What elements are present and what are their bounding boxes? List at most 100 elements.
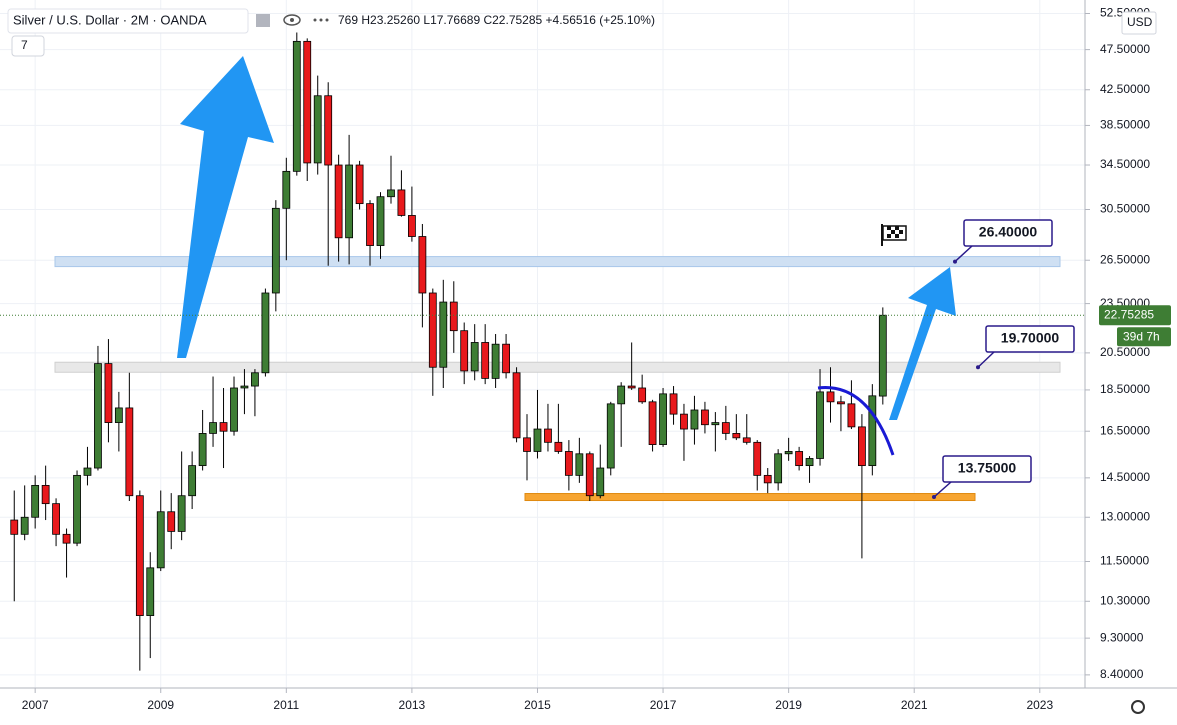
currency-box[interactable] <box>1121 11 1157 35</box>
candle-body <box>83 467 92 476</box>
callout-label: 19.70000 <box>1001 330 1060 346</box>
callout-label: 26.40000 <box>979 224 1038 240</box>
candle-body <box>20 516 29 535</box>
candle-body <box>387 189 395 198</box>
candle-body <box>156 511 165 569</box>
y-tick-label: 18.50000 <box>1100 382 1150 396</box>
callout-anchor <box>976 365 980 370</box>
candle-body <box>334 164 343 239</box>
candle-body <box>104 363 113 423</box>
candle-body <box>230 387 238 432</box>
candle-body <box>837 401 845 405</box>
candles <box>10 32 887 671</box>
up-arrow <box>889 267 956 420</box>
x-tick-label: 2021 <box>901 698 928 712</box>
candle-body <box>763 474 772 484</box>
x-tick-label: 2017 <box>650 698 677 712</box>
levels <box>54 256 1061 502</box>
last-price-box <box>1099 305 1171 326</box>
candle-body <box>847 403 856 428</box>
y-tick-label: 38.50000 <box>1100 118 1150 132</box>
y-tick-label: 11.50000 <box>1100 554 1149 568</box>
candle-body <box>742 437 751 443</box>
candle-body <box>617 385 626 405</box>
candle-body <box>858 426 866 467</box>
symbol-box[interactable] <box>7 8 249 34</box>
candle-body <box>481 342 490 379</box>
visibility-icon-pupil <box>290 18 294 22</box>
symbol-title: Silver / U.S. Dollar · 2M · OANDA <box>13 12 207 27</box>
candle-body <box>355 164 364 205</box>
y-tick-label: 10.30000 <box>1100 593 1150 607</box>
candle-body <box>627 385 636 389</box>
candle-body <box>491 343 500 379</box>
flag-icon <box>881 224 907 246</box>
countdown-box <box>1117 327 1171 347</box>
candle-body <box>271 207 280 294</box>
candle-body <box>805 458 814 467</box>
candle-body <box>282 170 291 209</box>
candle-body <box>313 95 322 164</box>
candle-body <box>795 451 804 467</box>
candle-body <box>774 453 783 484</box>
x-tick-label: 2013 <box>399 698 426 712</box>
candle-body <box>585 453 594 497</box>
candle-body <box>135 495 144 616</box>
x-tick-label: 2009 <box>147 698 174 712</box>
candle-body <box>638 387 647 403</box>
indicator-toggle[interactable] <box>11 35 45 57</box>
candle-body <box>94 363 102 469</box>
candle-body <box>198 433 207 467</box>
up-arrow <box>177 56 274 358</box>
candle-body <box>564 451 573 476</box>
candle-body <box>345 164 354 239</box>
candle-body <box>125 407 134 497</box>
more-icon[interactable] <box>313 18 329 22</box>
candle-body <box>680 413 688 430</box>
y-tick-label: 42.50000 <box>1100 82 1150 96</box>
candle-body <box>219 422 228 432</box>
currency: USD <box>1127 15 1153 29</box>
candle-body <box>816 391 824 459</box>
candle-body <box>596 467 605 497</box>
candle-body <box>366 203 374 246</box>
level-band <box>524 493 976 502</box>
y-tick-label: 14.50000 <box>1100 470 1150 484</box>
candle-body <box>418 236 427 294</box>
candle-body <box>868 395 877 467</box>
candle-body <box>784 451 793 455</box>
candle-body <box>73 474 81 544</box>
candle-body <box>512 372 521 439</box>
callout-anchor <box>953 259 957 264</box>
countdown: 39d 7h <box>1123 329 1160 343</box>
visibility-icon[interactable] <box>283 14 301 26</box>
candle-body <box>554 441 563 452</box>
candle-body <box>10 519 19 535</box>
candle-body <box>292 40 301 172</box>
candle-body <box>533 428 542 452</box>
candle-body <box>659 393 667 445</box>
candle-body <box>721 422 730 434</box>
candle-body <box>114 407 123 423</box>
y-tick-label: 26.50000 <box>1100 252 1150 266</box>
x-tick-label: 2015 <box>524 698 551 712</box>
candle-body <box>41 484 50 505</box>
ohlc-values: 769 H23.25260 L17.76689 C22.75285 +4.565… <box>338 13 655 27</box>
curve <box>817 386 895 456</box>
last-price-text: 22.75285 <box>1104 307 1154 321</box>
indicator-count: 7 <box>21 38 28 52</box>
candle-body <box>146 567 155 616</box>
candle-body <box>240 385 249 389</box>
x-tick-label: 2023 <box>1026 698 1053 712</box>
callouts: 26.40000 19.70000 13.75000 <box>932 219 1075 500</box>
settings-icon[interactable] <box>1131 700 1145 714</box>
candle-body <box>428 292 437 368</box>
icon[interactable] <box>256 14 270 27</box>
callout-anchor <box>932 495 936 500</box>
candle-body <box>606 403 615 469</box>
candle-body <box>753 441 762 476</box>
y-tick-label: 20.50000 <box>1100 345 1150 359</box>
candle-body <box>460 330 469 372</box>
candle-body <box>711 422 720 426</box>
